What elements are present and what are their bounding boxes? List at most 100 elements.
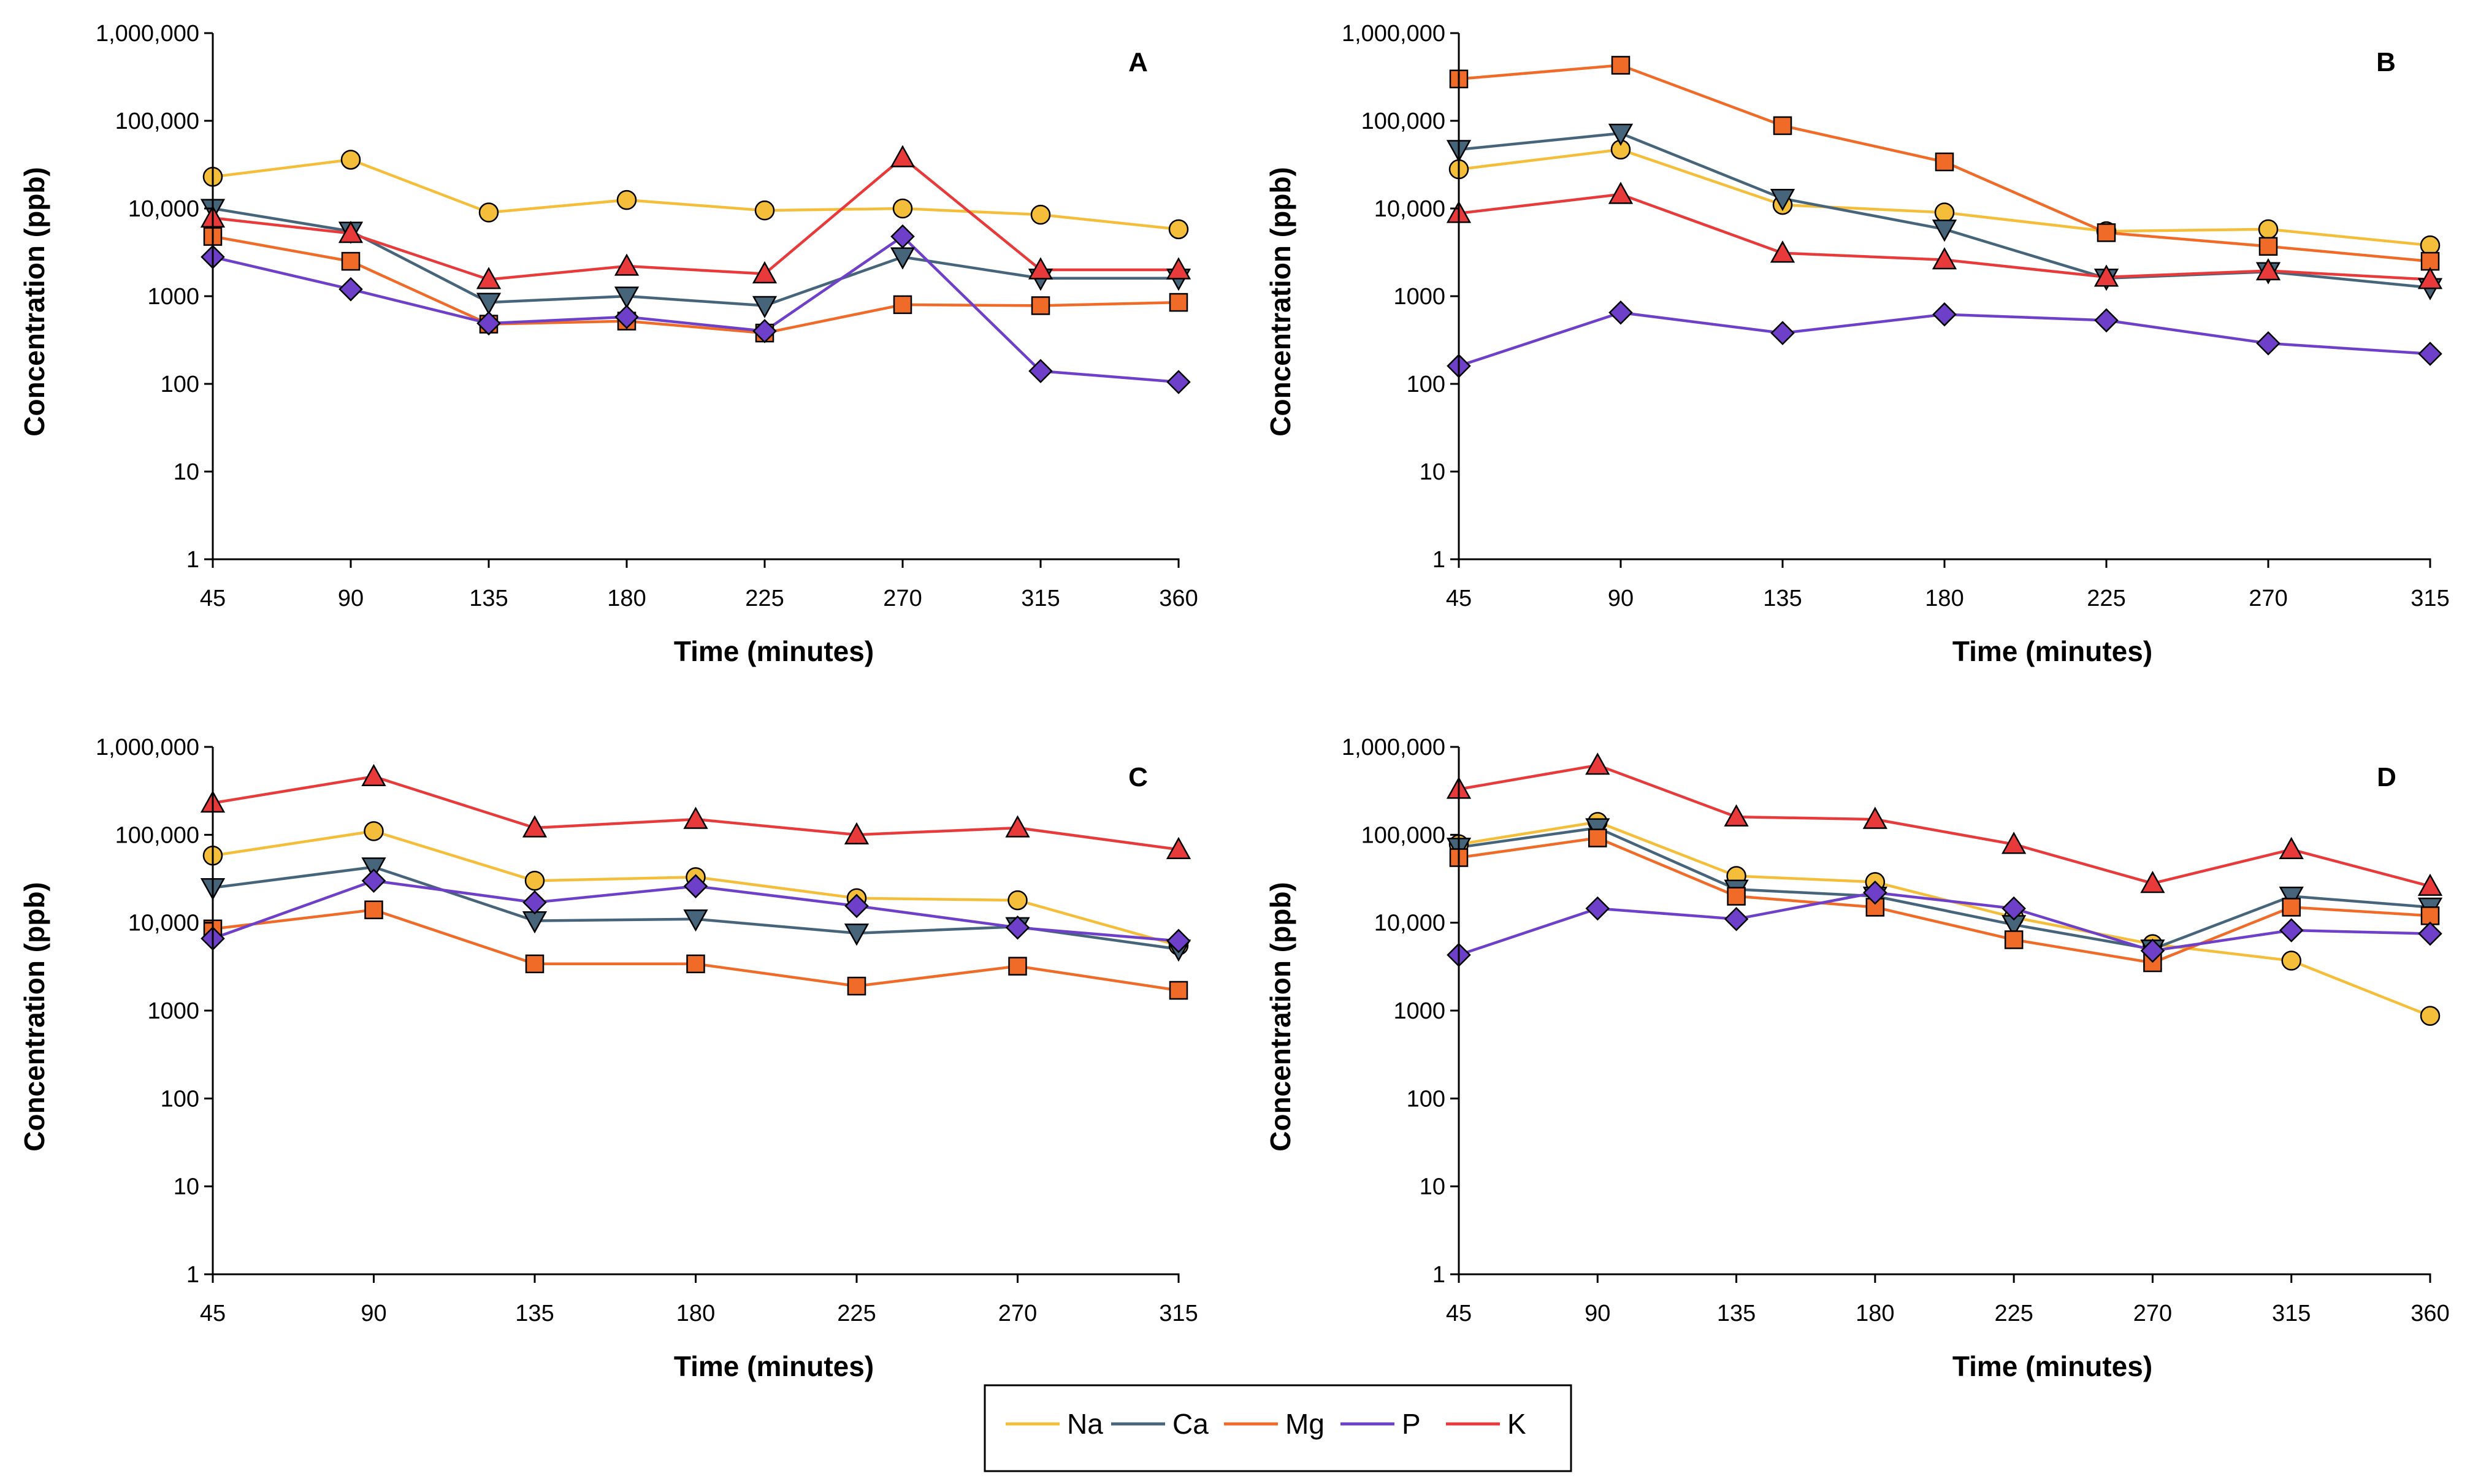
panel-C: 1 10 100 1000 10,000 100,000 1,000,000 45 90 135 1…	[18, 735, 1198, 1382]
x-tick-label: 135	[469, 586, 508, 611]
data-point-k	[752, 261, 778, 284]
data-point-p	[2002, 896, 2026, 921]
y-tick-label: 1000	[147, 998, 199, 1024]
data-point-k	[522, 815, 548, 838]
y-tick-label: 100,000	[1361, 109, 1445, 134]
data-point-mg	[364, 900, 383, 919]
data-point-p	[614, 305, 639, 329]
data-point-ca	[683, 909, 708, 932]
axis-layer: 1 10 100 1000 10,000 100,000 1,000,000 45 90 135 1…	[1342, 735, 2450, 1326]
x-tick-label: 360	[1159, 586, 1198, 611]
y-axis-title: Concentration (ppb)	[18, 167, 50, 437]
data-point-k	[614, 253, 640, 276]
x-tick-label: 315	[1159, 1301, 1198, 1326]
y-tick-label: 100	[1407, 1086, 1445, 1112]
y-tick-label: 1000	[1393, 998, 1445, 1024]
y-tick-label: 10	[1420, 1174, 1445, 1200]
data-point-mg	[893, 295, 912, 315]
y-axis-title: Concentration (ppb)	[18, 882, 50, 1152]
data-point-p	[1863, 880, 1887, 905]
legend-label-ca: Ca	[1172, 1408, 1209, 1440]
y-tick-label: 10	[1420, 459, 1445, 485]
data-point-na	[478, 202, 499, 223]
y-tick-label: 10,000	[1374, 196, 1445, 222]
data-point-p	[1770, 321, 1795, 345]
y-tick-label: 1000	[147, 284, 199, 310]
data-point-p	[2140, 938, 2165, 963]
x-tick-label: 315	[2272, 1301, 2311, 1326]
data-point-ca	[1932, 220, 1957, 242]
x-tick-label: 180	[1925, 586, 1963, 611]
series-line-na	[212, 158, 1179, 231]
data-point-p	[522, 890, 547, 915]
data-point-k	[2417, 873, 2443, 896]
data-point-mg	[2258, 237, 2278, 256]
x-axis-title: Time (minutes)	[674, 635, 874, 667]
data-point-na	[1007, 890, 1028, 911]
data-point-k	[844, 822, 870, 844]
data-point-na	[1168, 219, 1189, 240]
data-point-p	[361, 868, 386, 893]
data-point-p	[1585, 896, 1610, 921]
x-tick-label: 180	[1856, 1301, 1894, 1326]
series-layer	[200, 763, 1191, 1000]
panel-A: 1 10 100 1000 10,000 100,000 1,000,000 45 90 135 1…	[18, 21, 1198, 667]
x-tick-label: 45	[200, 1301, 226, 1326]
panel-label: A	[1128, 47, 1148, 77]
data-point-mg	[1611, 56, 1631, 75]
data-point-mg	[847, 976, 866, 996]
axis-layer: 1 10 100 1000 10,000 100,000 1,000,000 45 90 135 1…	[96, 735, 1198, 1326]
data-point-mg	[2004, 930, 2024, 949]
data-point-mg	[2282, 898, 2301, 917]
data-point-p	[1166, 370, 1191, 394]
legend-label-mg: Mg	[1285, 1408, 1325, 1440]
data-point-p	[338, 277, 363, 302]
data-point-ca	[752, 296, 778, 319]
series-layer	[1446, 752, 2443, 1026]
series-line-p	[212, 235, 1179, 384]
x-tick-label: 45	[1446, 1301, 1472, 1326]
data-point-mg	[1169, 981, 1188, 1000]
data-point-k	[890, 145, 916, 167]
y-tick-label: 100	[161, 372, 199, 397]
series-line-p	[1458, 891, 2431, 957]
x-tick-label: 135	[515, 1301, 554, 1326]
x-tick-label: 90	[338, 586, 364, 611]
y-axis-title: Concentration (ppb)	[1264, 882, 1296, 1152]
data-point-p	[1166, 928, 1191, 954]
series-line-k	[212, 156, 1179, 281]
data-point-na	[2420, 1006, 2441, 1026]
data-point-na	[2281, 950, 2301, 971]
panel-label: C	[1128, 762, 1148, 792]
data-point-k	[2140, 871, 2165, 893]
x-tick-label: 270	[2249, 586, 2287, 611]
data-point-p	[752, 319, 777, 343]
y-tick-label: 10,000	[1374, 911, 1445, 936]
x-axis-title: Time (minutes)	[1952, 635, 2152, 667]
x-axis-title: Time (minutes)	[674, 1350, 874, 1382]
legend-box	[984, 1384, 1572, 1472]
data-point-mg	[341, 251, 361, 271]
data-point-p	[2094, 308, 2119, 333]
data-point-mg	[1588, 828, 1607, 847]
y-tick-label: 1	[1432, 1262, 1445, 1288]
data-point-ca	[2279, 886, 2304, 909]
series-line-k	[1458, 763, 2431, 888]
y-tick-label: 1,000,000	[1342, 735, 1445, 760]
data-point-na	[754, 200, 775, 221]
x-tick-label: 225	[2087, 586, 2125, 611]
data-point-p	[2418, 342, 2442, 366]
x-tick-label: 90	[361, 1301, 386, 1326]
series-layer	[1446, 56, 2443, 378]
data-point-na	[524, 871, 545, 891]
data-point-mg	[1727, 887, 1746, 906]
data-point-k	[1028, 257, 1053, 280]
y-tick-label: 10,000	[128, 911, 199, 936]
x-tick-label: 225	[837, 1301, 876, 1326]
x-tick-label: 315	[2411, 586, 2449, 611]
y-tick-label: 100,000	[115, 822, 199, 848]
x-tick-label: 270	[883, 586, 922, 611]
data-point-k	[1005, 815, 1030, 838]
data-point-ca	[1608, 123, 1634, 146]
